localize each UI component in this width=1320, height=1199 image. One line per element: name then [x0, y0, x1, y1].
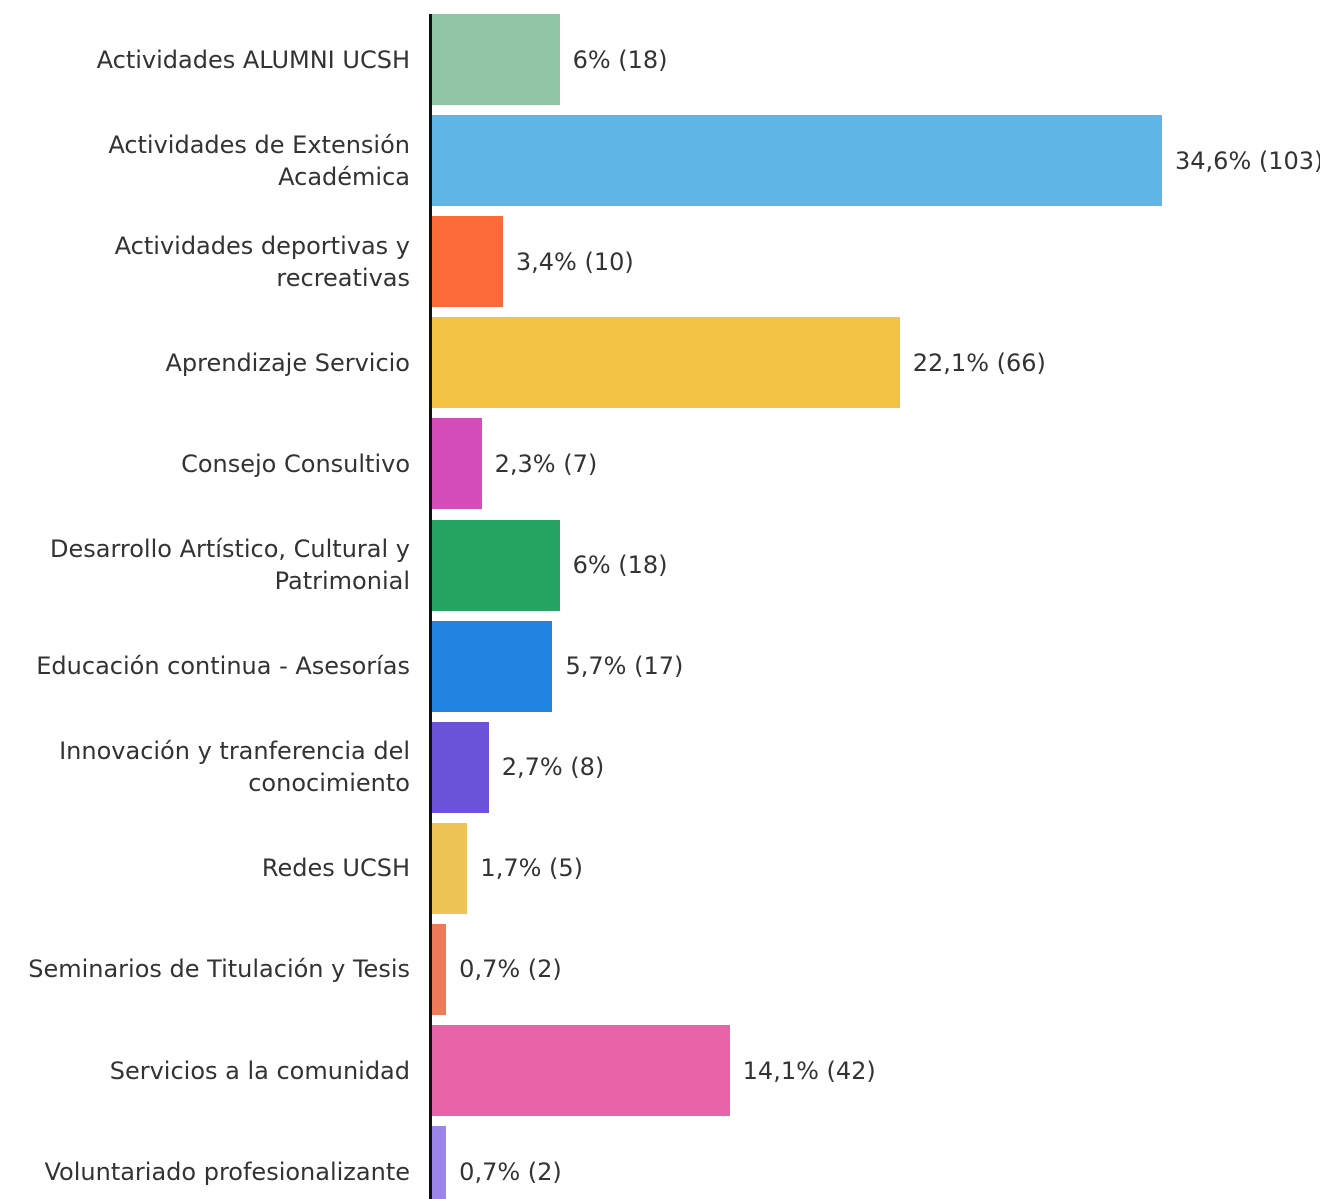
bar: [432, 14, 560, 105]
category-label: Educación continua - Asesorías: [36, 652, 410, 681]
category-label: Voluntariado profesionalizante: [44, 1157, 410, 1186]
bar: [432, 620, 553, 712]
category-label: Servicios a la comunidad: [109, 1056, 410, 1085]
category-label: Aprendizaje Servicio: [165, 348, 410, 377]
value-label: 34,6% (103): [1175, 146, 1320, 175]
category-label: Consejo Consultivo: [181, 449, 410, 478]
value-label: 1,7% (5): [480, 854, 584, 883]
bar: [432, 519, 560, 611]
category-label: Actividades deportivas y recreativas: [114, 231, 410, 292]
bar: [432, 721, 489, 813]
value-label: 0,7% (2): [459, 1157, 562, 1186]
category-label: Seminarios de Titulación y Tesis: [28, 955, 410, 984]
value-label: 22,1% (66): [912, 348, 1046, 377]
axis-line: [429, 14, 432, 1199]
category-label: Innovación y tranferencia del conocimien…: [59, 737, 410, 798]
category-label: Actividades de Extensión Académica: [108, 130, 410, 191]
bar: [432, 418, 482, 510]
category-label: Actividades ALUMNI UCSH: [96, 45, 410, 74]
value-label: 2,7% (8): [501, 753, 605, 782]
value-label: 5,7% (17): [565, 652, 684, 681]
value-label: 14,1% (42): [742, 1056, 876, 1085]
bar: [432, 1126, 447, 1199]
bar: [432, 822, 468, 914]
bar: [432, 923, 447, 1015]
bar: [432, 317, 900, 409]
value-label: 6% (18): [572, 551, 668, 579]
value-label: 0,7% (2): [459, 955, 562, 984]
value-label: 6% (18): [572, 45, 668, 74]
category-label: Desarrollo Artístico, Cultural y Patrimo…: [50, 535, 410, 595]
bar: [432, 1025, 730, 1116]
category-label: Redes UCSH: [261, 854, 410, 883]
bar: [432, 216, 503, 308]
value-label: 2,3% (7): [494, 449, 598, 478]
bar: [432, 115, 1162, 207]
value-label: 3,4% (10): [515, 247, 634, 276]
